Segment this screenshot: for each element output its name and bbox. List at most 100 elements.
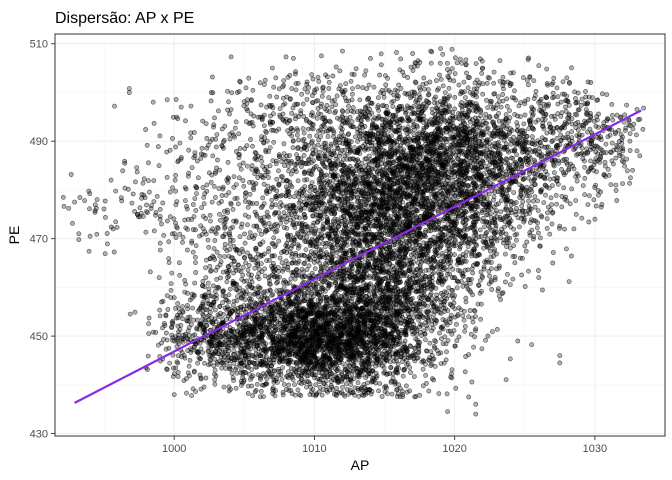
scatter-point [329, 271, 335, 276]
scatter-point [337, 360, 343, 366]
scatter-point [332, 353, 338, 359]
scatter-point [395, 361, 401, 367]
scatter-point [379, 394, 385, 399]
scatter-point [316, 389, 322, 395]
scatter-point [313, 382, 319, 388]
scatter-point [387, 352, 392, 358]
scatter-point [329, 384, 335, 390]
scatter-point [293, 369, 299, 375]
scatter-point [330, 293, 336, 298]
scatter-point [529, 342, 535, 347]
scatter-point [329, 332, 335, 338]
scatter-point [231, 348, 237, 354]
scatter-point [321, 305, 326, 311]
scatter-point [245, 383, 251, 389]
scatter-point [371, 332, 377, 337]
scatter-point [325, 352, 331, 357]
scatter-point [259, 319, 265, 324]
scatter-point [540, 287, 545, 293]
scatter-point [299, 381, 304, 387]
scatter-point [400, 373, 406, 379]
scatter-point [339, 126, 345, 132]
scatter-point [314, 329, 320, 335]
scatter-point [334, 349, 340, 355]
scatter-point [311, 364, 317, 370]
scatter-point [270, 337, 276, 343]
scatter-point [436, 391, 442, 397]
scatter-point [334, 368, 340, 373]
scatter-point [377, 306, 383, 312]
scatter-point [306, 359, 312, 365]
scatter-point [507, 282, 513, 287]
scatter-point [347, 306, 353, 311]
scatter-point [289, 133, 294, 139]
scatter-point [245, 267, 251, 273]
scatter-point [369, 388, 375, 394]
scatter-point [408, 370, 413, 375]
scatter-point [264, 381, 270, 387]
scatter-point [303, 354, 309, 360]
scatter-point [255, 372, 261, 378]
scatter-point [244, 364, 250, 370]
scatter-point [400, 394, 406, 399]
scatter-point [342, 307, 348, 313]
scatter-point [356, 393, 362, 399]
scatter-point [358, 386, 364, 392]
scatter-point [420, 358, 426, 364]
scatter-point [276, 368, 282, 374]
scatter-point [304, 384, 309, 390]
scatter-point [262, 293, 268, 299]
scatter-point [343, 381, 349, 387]
scatter-point [292, 382, 297, 388]
scatter-point [351, 376, 357, 382]
scatter-point [400, 359, 405, 364]
scatter-point [349, 320, 355, 326]
scatter-point [544, 225, 550, 231]
scatter-point [421, 75, 427, 81]
scatter-point [127, 311, 133, 317]
scatter-point [165, 307, 171, 312]
scatter-point [394, 387, 399, 393]
scatter-point [365, 340, 371, 346]
scatter-point [314, 291, 320, 297]
scatter-point [272, 324, 278, 330]
scatter-point [296, 137, 301, 143]
scatter-point [395, 329, 401, 335]
scatter-point [320, 279, 326, 284]
scatter-point [479, 346, 485, 352]
scatter-point [168, 287, 174, 293]
scatter-point [281, 163, 287, 168]
scatter-point [333, 102, 338, 108]
scatter-point [376, 356, 381, 362]
scatter-point [366, 82, 372, 88]
scatter-point [302, 260, 307, 266]
scatter-point [310, 387, 316, 392]
scatter-point [340, 374, 346, 380]
scatter-point [365, 368, 371, 374]
scatter-point [375, 95, 381, 101]
scatter-point [312, 266, 318, 272]
scatter-point [367, 350, 373, 356]
scatter-point [314, 115, 320, 121]
scatter-point [394, 393, 400, 399]
scatter-point [349, 295, 355, 301]
scatter-point [332, 312, 338, 318]
scatter-point [258, 376, 263, 382]
scatter-point [320, 362, 326, 368]
scatter-point [324, 344, 330, 349]
scatter-point [253, 364, 259, 370]
scatter-point [318, 377, 324, 382]
scatter-point [452, 343, 458, 349]
scatter-point [465, 85, 471, 91]
scatter-point [273, 347, 279, 353]
scatter-point [379, 363, 385, 369]
scatter-point [495, 94, 501, 100]
scatter-point [295, 328, 301, 334]
scatter-point [294, 126, 300, 132]
scatter-point [371, 351, 377, 357]
scatter-point [298, 346, 304, 352]
scatter-point [297, 215, 302, 221]
scatter-point [267, 324, 273, 330]
scatter-point [295, 387, 301, 393]
scatter-point [357, 370, 363, 376]
